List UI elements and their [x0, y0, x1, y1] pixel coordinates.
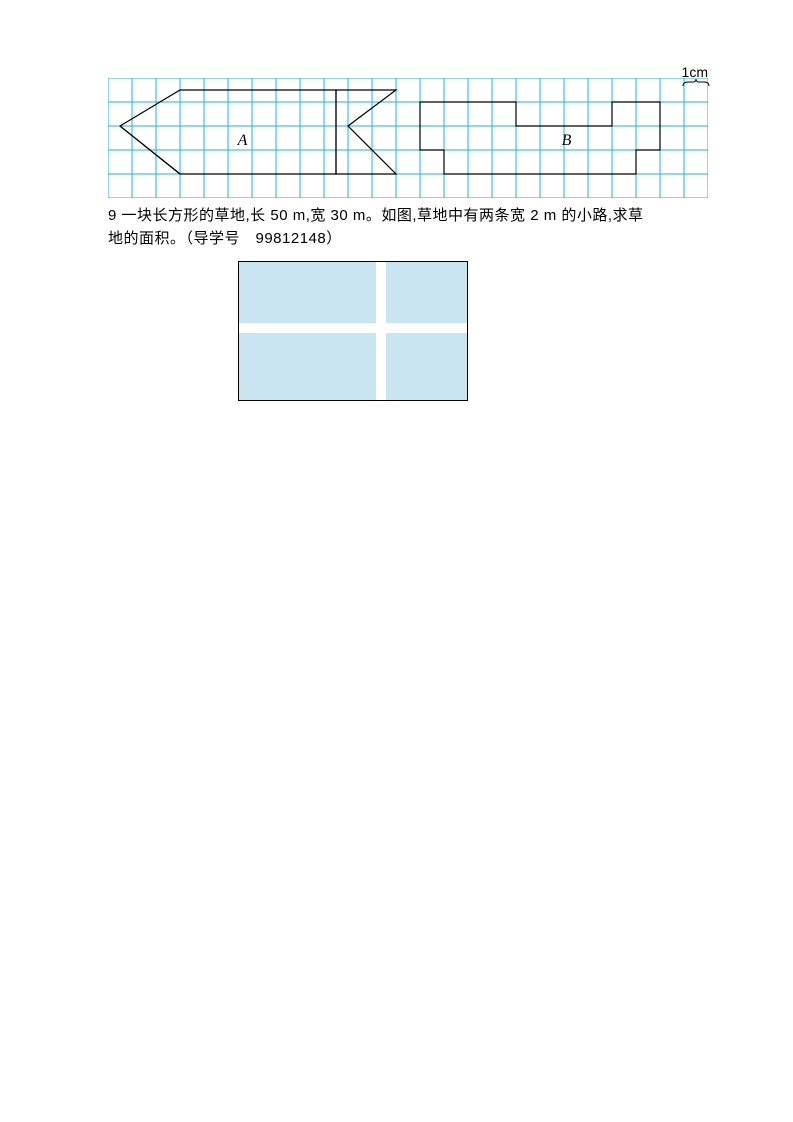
- lawn-figure-wrap: [108, 261, 708, 401]
- svg-text:A: A: [237, 132, 248, 149]
- grid-figure: 1cm AB: [108, 78, 708, 198]
- scale-brace: [682, 78, 710, 88]
- problem-line2: 地的面积。（导学号 99812148）: [108, 230, 342, 247]
- grid-svg: AB: [108, 78, 708, 198]
- problem-line1: 一块长方形的草地,长 50 m,宽 30 m。如图,草地中有两条宽 2 m 的小…: [122, 207, 644, 224]
- lawn-figure: [238, 261, 468, 401]
- problem-number: 9: [108, 207, 117, 224]
- problem-text: 9 一块长方形的草地,长 50 m,宽 30 m。如图,草地中有两条宽 2 m …: [108, 204, 708, 251]
- svg-text:B: B: [562, 132, 572, 149]
